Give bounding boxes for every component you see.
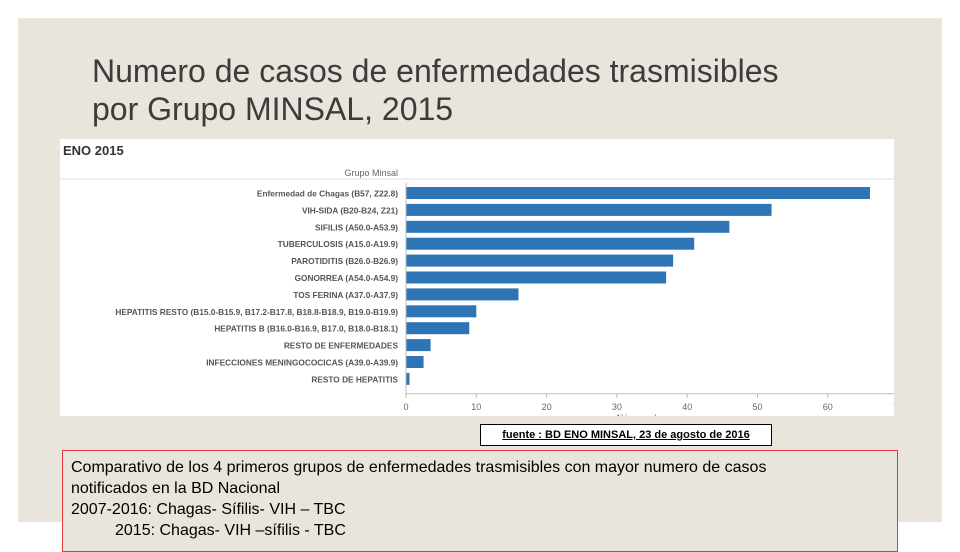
chart-title: ENO 2015: [63, 143, 124, 158]
bar: [406, 372, 410, 385]
source-note: fuente : BD ENO MINSAL, 23 de agosto de …: [480, 424, 772, 446]
category-label: RESTO DE ENFERMEDADES: [284, 341, 399, 351]
x-tick-label: 40: [682, 402, 692, 412]
slide-title-line-2: por Grupo MINSAL, 2015: [92, 91, 454, 127]
comparison-note-box: Comparativo de los 4 primeros grupos de …: [62, 450, 898, 552]
bar: [406, 288, 519, 301]
category-label: INFECCIONES MENINGOCOCICAS (A39.0-A39.9): [206, 358, 398, 368]
bar: [406, 203, 772, 216]
category-label: RESTO DE HEPATITIS: [311, 374, 398, 384]
bar: [406, 187, 870, 199]
bar: [406, 322, 470, 335]
bar: [406, 254, 674, 267]
bar: [406, 271, 667, 284]
x-tick-label: 50: [752, 402, 762, 412]
x-tick-label: 60: [823, 402, 833, 412]
x-tick-label: 10: [471, 402, 481, 412]
x-tick-label: 0: [403, 402, 408, 412]
category-label: HEPATITIS RESTO (B15.0-B15.9, B17.2-B17.…: [115, 307, 398, 317]
chart-panel: ENO 2015 Grupo Minsal Enfermedad de Chaga…: [60, 139, 894, 416]
x-tick-label: 30: [612, 402, 622, 412]
category-label: SIFILIS (A50.0-A53.9): [315, 222, 398, 232]
bar: [406, 220, 730, 233]
note-line-3: 2007-2016: Chagas- Sífilis- VIH – TBC: [71, 501, 346, 518]
x-axis-title: Número de casos: [617, 413, 688, 416]
category-label: VIH-SIDA (B20-B24, Z21): [302, 205, 398, 215]
x-tick-label: 70: [893, 402, 894, 412]
category-label: Enfermedad de Chagas (B57, Z22.8): [257, 189, 398, 199]
category-label: PAROTIDITIS (B26.0-B26.9): [291, 256, 398, 266]
bar: [406, 237, 695, 250]
note-line-1: Comparativo de los 4 primeros grupos de …: [71, 459, 767, 476]
slide-title: Numero de casos de enfermedades trasmisi…: [92, 52, 912, 128]
bar: [406, 339, 431, 352]
note-line-2: notificados en la BD Nacional: [71, 480, 281, 497]
bar: [406, 305, 477, 318]
category-label: TUBERCULOSIS (A15.0-A19.9): [278, 239, 399, 249]
category-label: TOS FERINA (A37.0-A37.9): [293, 290, 398, 300]
slide-title-line-1: Numero de casos de enfermedades trasmisi…: [92, 53, 779, 89]
bar-chart: Grupo Minsal Enfermedad de Chagas (B57, Z…: [60, 168, 894, 416]
note-line-4: 2015: Chagas- VIH –sífilis - TBC: [115, 522, 346, 539]
bar: [406, 356, 424, 368]
category-header: Grupo Minsal: [344, 168, 398, 178]
category-label: HEPATITIS B (B16.0-B16.9, B17.0, B18.0-B…: [214, 324, 398, 334]
category-label: GONORREA (A54.0-A54.9): [295, 273, 399, 283]
x-tick-label: 20: [542, 402, 552, 412]
